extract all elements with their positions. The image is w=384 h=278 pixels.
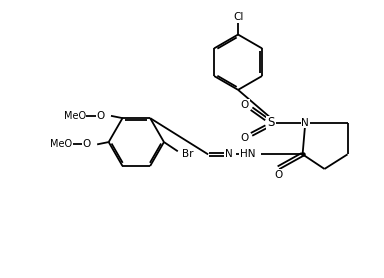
Text: S: S xyxy=(267,116,275,129)
Text: MeO: MeO xyxy=(50,139,72,149)
Text: O: O xyxy=(241,133,249,143)
Text: O: O xyxy=(274,170,283,180)
Text: O: O xyxy=(241,100,249,110)
Text: N: N xyxy=(301,118,309,128)
Text: Br: Br xyxy=(182,149,193,159)
Text: MeO: MeO xyxy=(63,111,86,121)
Text: N: N xyxy=(225,149,232,159)
Text: Cl: Cl xyxy=(233,12,243,22)
Text: O: O xyxy=(83,139,91,149)
Text: O: O xyxy=(97,111,105,121)
Text: HN: HN xyxy=(240,149,255,159)
